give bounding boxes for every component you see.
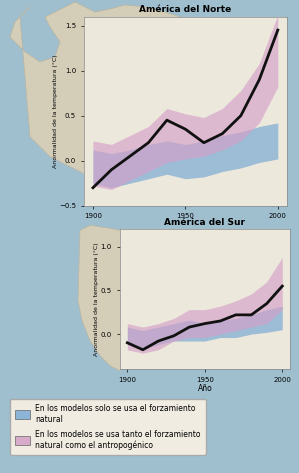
Y-axis label: Anormalidad de la temperatura (°C): Anormalidad de la temperatura (°C) [94,242,99,356]
X-axis label: Año: Año [197,384,212,393]
Polygon shape [10,2,220,182]
Y-axis label: Anormalidad de la temperatura (°C): Anormalidad de la temperatura (°C) [53,54,58,168]
Legend: En los modelos solo se usa el forzamiento
natural, En los modelos se usa tanto e: En los modelos solo se usa el forzamient… [10,399,206,455]
Title: América del Norte: América del Norte [139,5,231,14]
Polygon shape [78,225,170,371]
Title: América del Sur: América del Sur [164,218,245,227]
